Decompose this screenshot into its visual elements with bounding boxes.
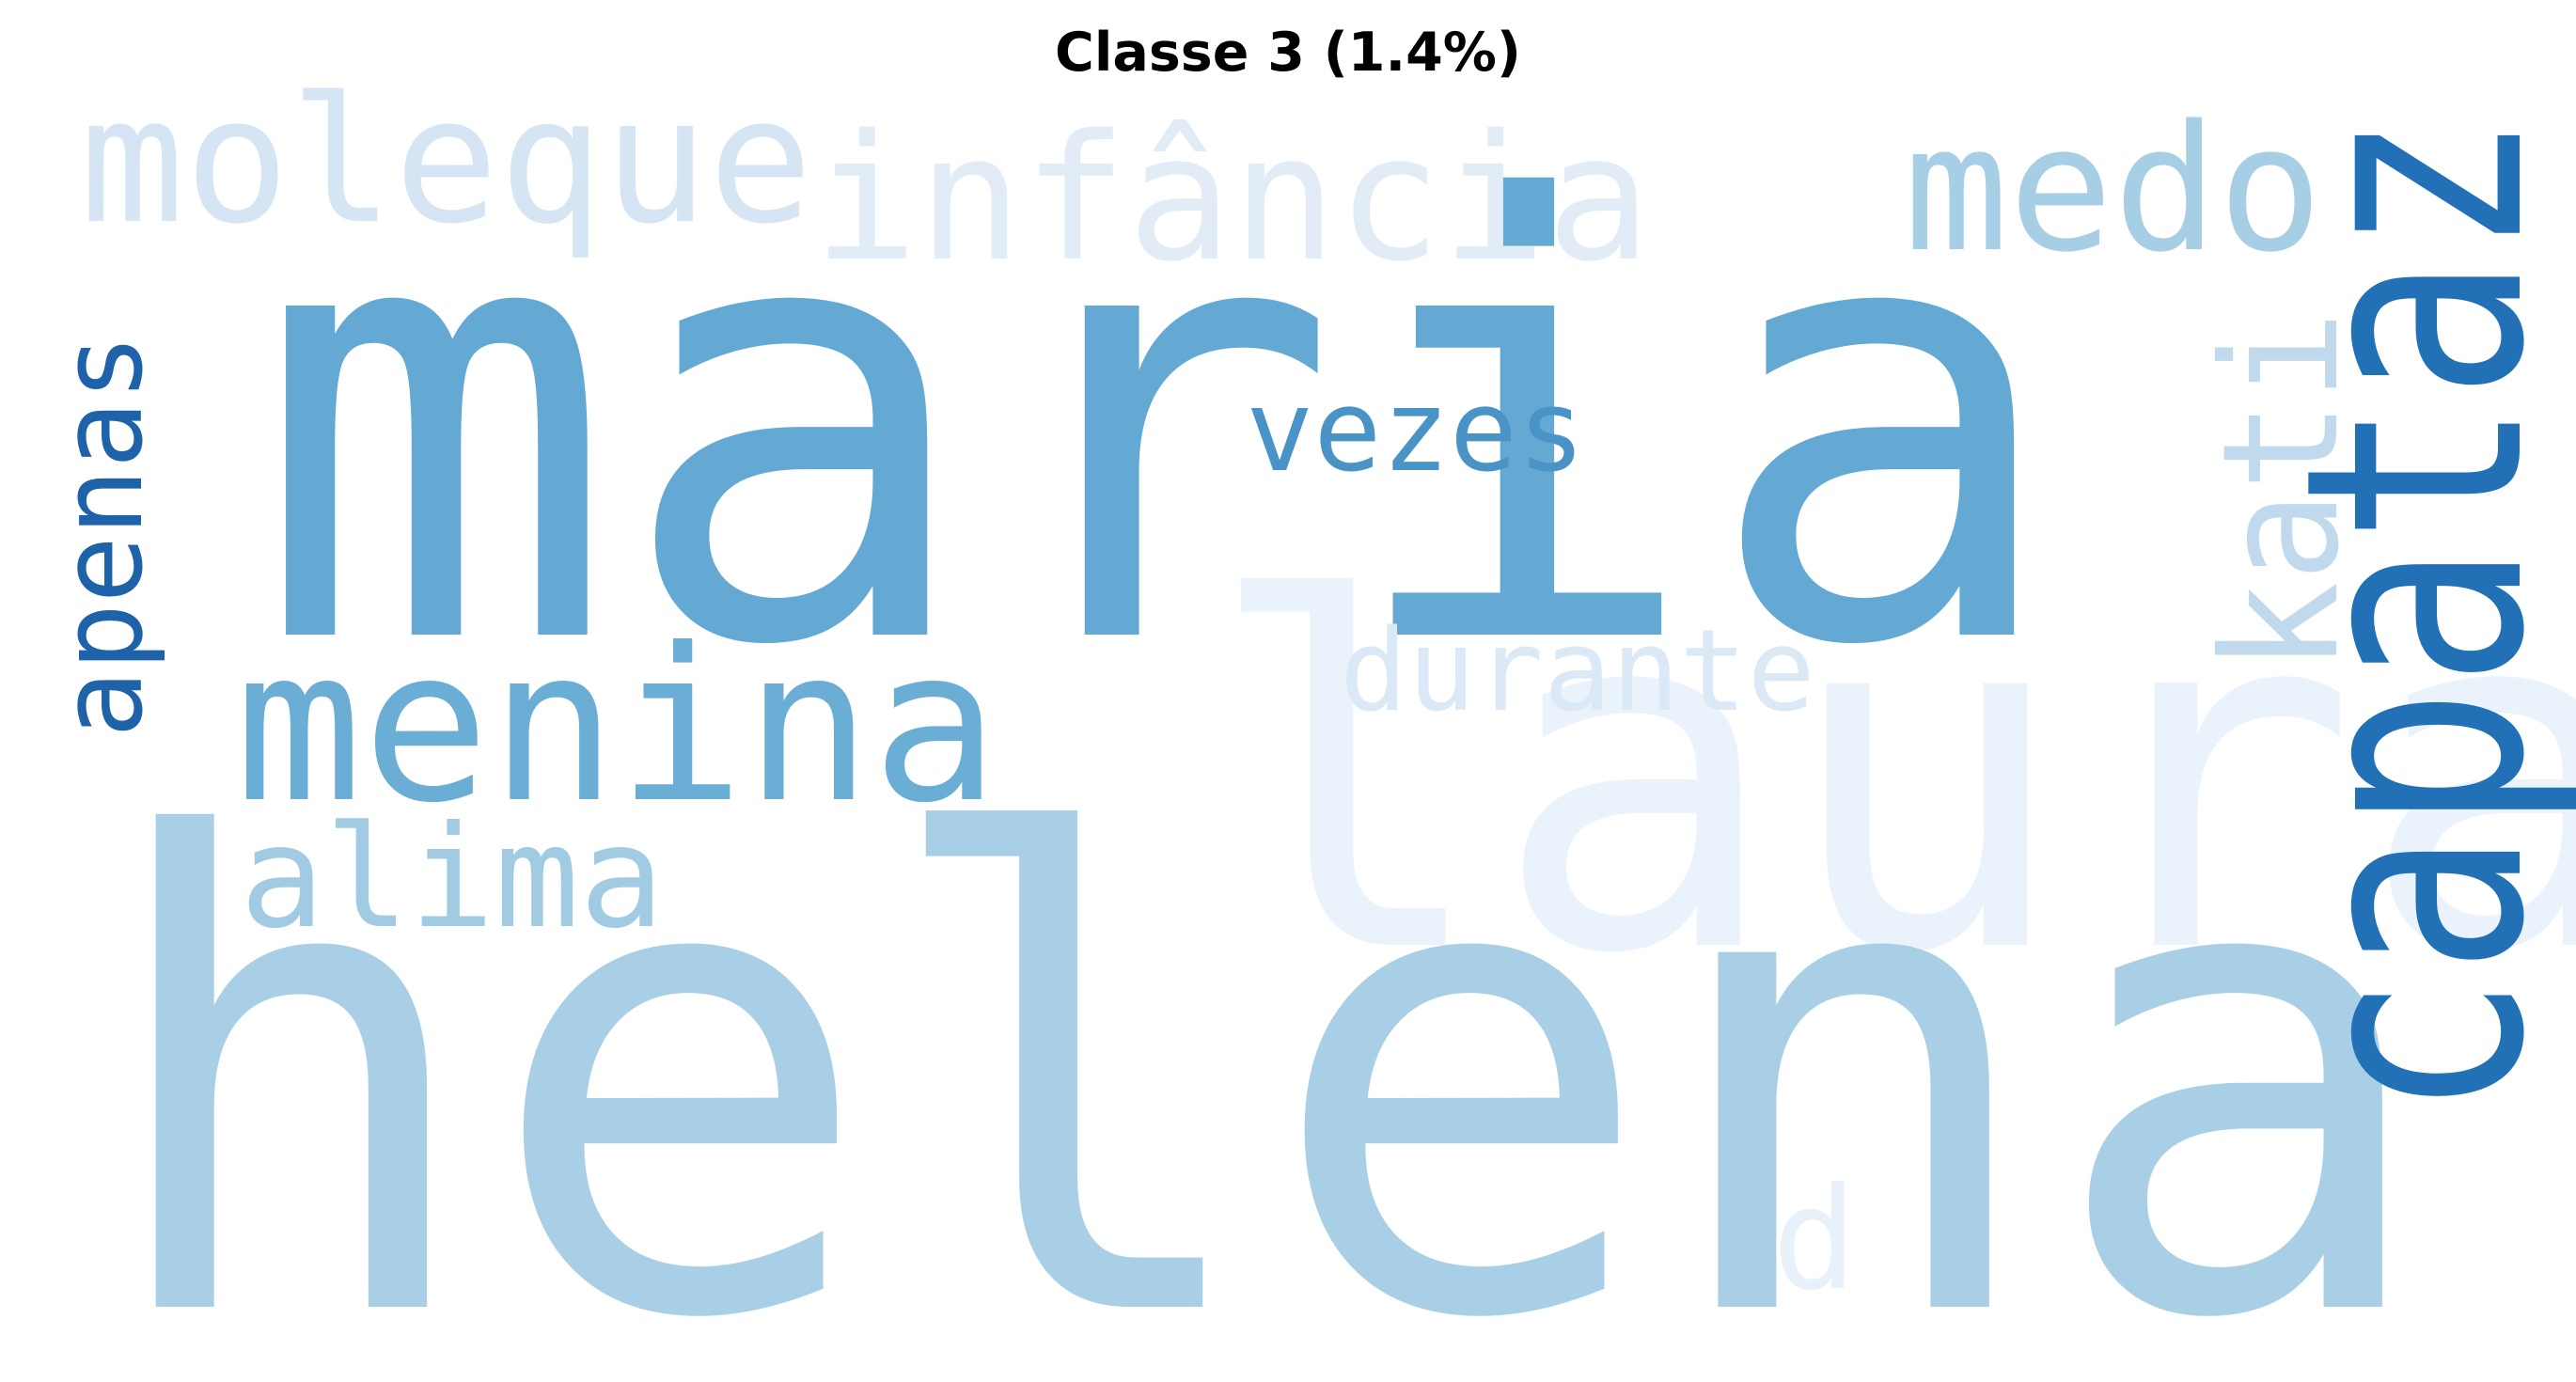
word-capataz: capataz [2241, 113, 2576, 1119]
word-menina: menina [235, 604, 999, 850]
word-apenas: apenas [38, 334, 168, 738]
word-durante: durante [1340, 606, 1815, 737]
word-medo: medo [1904, 87, 2323, 291]
word-vezes: vezes [1246, 367, 1585, 497]
word-moleque: moleque [80, 59, 813, 262]
word-d: d [1772, 1158, 1857, 1322]
word-helena: helena [94, 705, 2438, 1382]
word-kati: kati [2189, 310, 2375, 672]
chart-title: Classe 3 (1.4%) [1055, 22, 1521, 84]
word-laura: laura [1203, 501, 2576, 1059]
word-maria: maria [254, 76, 2066, 777]
word-alima: alima [240, 796, 665, 960]
word-infância: infância [813, 97, 1651, 300]
